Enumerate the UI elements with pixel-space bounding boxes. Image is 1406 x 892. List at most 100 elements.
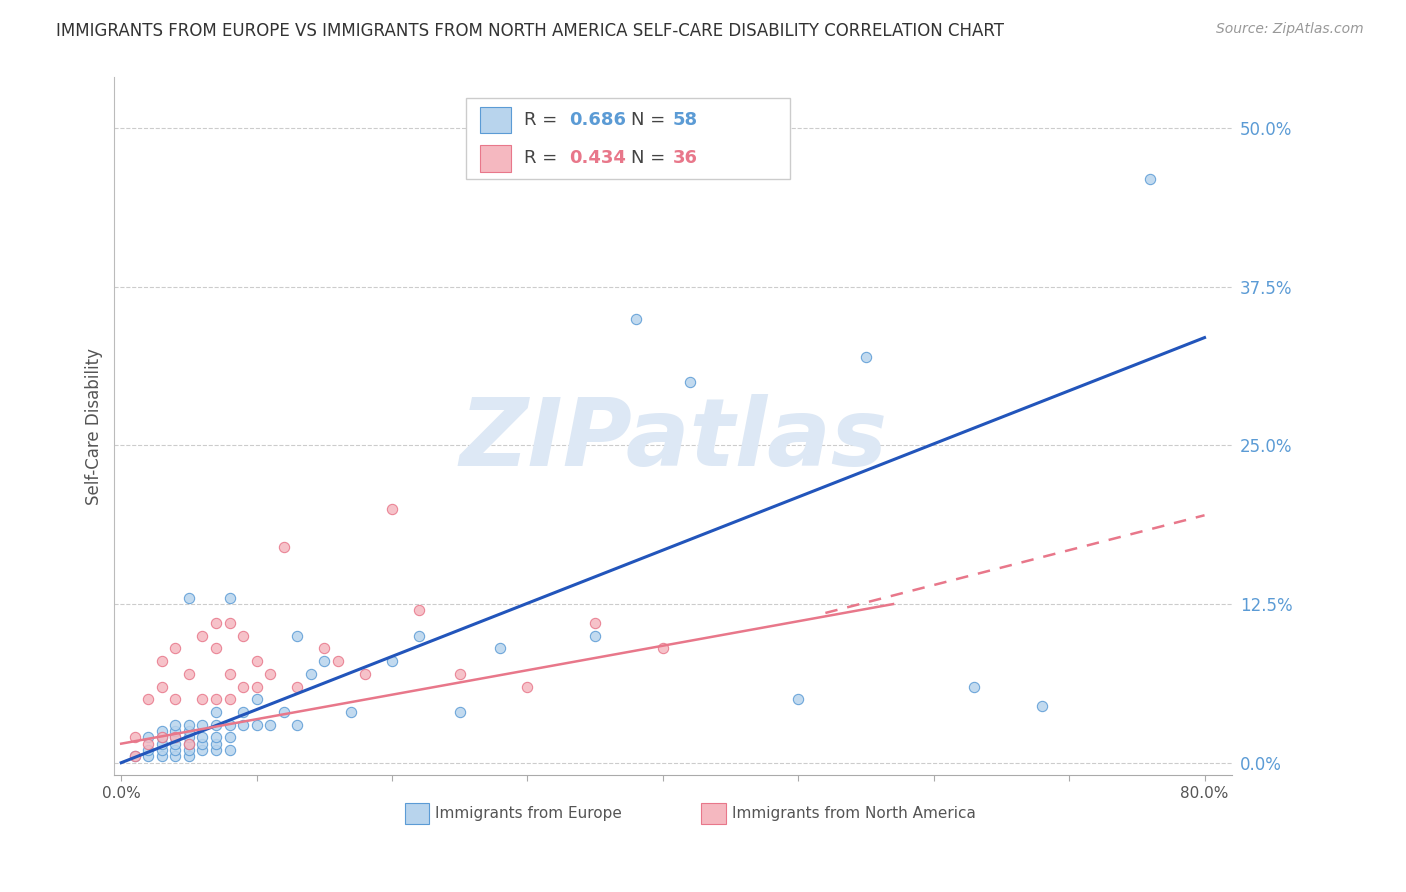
Point: [285, 717, 308, 731]
Point: [136, 749, 159, 764]
Point: [963, 680, 986, 694]
Point: [1139, 172, 1161, 186]
Point: [191, 731, 214, 745]
Point: [205, 616, 228, 631]
Point: [150, 743, 173, 757]
Point: [136, 731, 159, 745]
Point: [340, 705, 363, 719]
Point: [124, 731, 146, 745]
Point: [205, 731, 228, 745]
Point: [150, 723, 173, 738]
Point: [191, 629, 214, 643]
Point: [124, 749, 146, 764]
Point: [136, 737, 159, 751]
Point: [449, 666, 471, 681]
FancyBboxPatch shape: [479, 107, 510, 133]
FancyBboxPatch shape: [467, 98, 790, 178]
Point: [150, 749, 173, 764]
Point: [191, 692, 214, 706]
Point: [165, 723, 187, 738]
Point: [218, 591, 240, 605]
Text: Immigrants from North America: Immigrants from North America: [733, 806, 976, 822]
Point: [165, 641, 187, 656]
Point: [205, 717, 228, 731]
Text: R =: R =: [524, 111, 564, 129]
Point: [150, 731, 173, 745]
Point: [150, 737, 173, 751]
Point: [381, 502, 404, 516]
Point: [855, 350, 877, 364]
Point: [124, 749, 146, 764]
Text: IMMIGRANTS FROM EUROPE VS IMMIGRANTS FROM NORTH AMERICA SELF-CARE DISABILITY COR: IMMIGRANTS FROM EUROPE VS IMMIGRANTS FRO…: [56, 22, 1004, 40]
Point: [177, 731, 200, 745]
Point: [205, 737, 228, 751]
Point: [218, 717, 240, 731]
Point: [232, 717, 254, 731]
FancyBboxPatch shape: [405, 804, 429, 824]
Point: [583, 629, 606, 643]
Y-axis label: Self-Care Disability: Self-Care Disability: [86, 348, 103, 505]
Point: [177, 737, 200, 751]
Point: [191, 737, 214, 751]
Text: Source: ZipAtlas.com: Source: ZipAtlas.com: [1216, 22, 1364, 37]
Point: [165, 731, 187, 745]
Point: [218, 666, 240, 681]
Point: [246, 692, 269, 706]
Point: [205, 705, 228, 719]
Point: [583, 616, 606, 631]
Point: [651, 641, 673, 656]
Text: 36: 36: [673, 149, 697, 168]
Point: [177, 737, 200, 751]
Point: [408, 629, 430, 643]
Point: [191, 717, 214, 731]
Point: [205, 743, 228, 757]
Text: N =: N =: [630, 149, 671, 168]
Point: [165, 749, 187, 764]
Text: 0.686: 0.686: [569, 111, 626, 129]
Point: [136, 692, 159, 706]
Point: [679, 375, 702, 389]
Point: [273, 540, 295, 554]
Point: [232, 680, 254, 694]
Point: [136, 743, 159, 757]
Point: [259, 717, 281, 731]
Text: Immigrants from Europe: Immigrants from Europe: [434, 806, 621, 822]
Point: [165, 692, 187, 706]
FancyBboxPatch shape: [702, 804, 725, 824]
Point: [205, 692, 228, 706]
Point: [273, 705, 295, 719]
Point: [1031, 698, 1053, 713]
Point: [218, 731, 240, 745]
Point: [232, 705, 254, 719]
FancyBboxPatch shape: [479, 145, 510, 171]
Point: [191, 743, 214, 757]
Point: [150, 680, 173, 694]
Point: [246, 680, 269, 694]
Point: [285, 680, 308, 694]
Point: [150, 731, 173, 745]
Point: [177, 666, 200, 681]
Point: [381, 654, 404, 668]
Text: R =: R =: [524, 149, 564, 168]
Point: [205, 641, 228, 656]
Text: 0.434: 0.434: [569, 149, 626, 168]
Point: [177, 591, 200, 605]
Point: [314, 641, 336, 656]
Point: [218, 692, 240, 706]
Point: [489, 641, 512, 656]
Point: [218, 616, 240, 631]
Point: [165, 717, 187, 731]
Point: [246, 654, 269, 668]
Point: [177, 723, 200, 738]
Point: [299, 666, 322, 681]
Point: [449, 705, 471, 719]
Point: [516, 680, 538, 694]
Point: [177, 717, 200, 731]
Point: [285, 629, 308, 643]
Point: [150, 654, 173, 668]
Point: [326, 654, 349, 668]
Point: [354, 666, 377, 681]
Point: [408, 603, 430, 617]
Point: [177, 743, 200, 757]
Point: [624, 311, 647, 326]
